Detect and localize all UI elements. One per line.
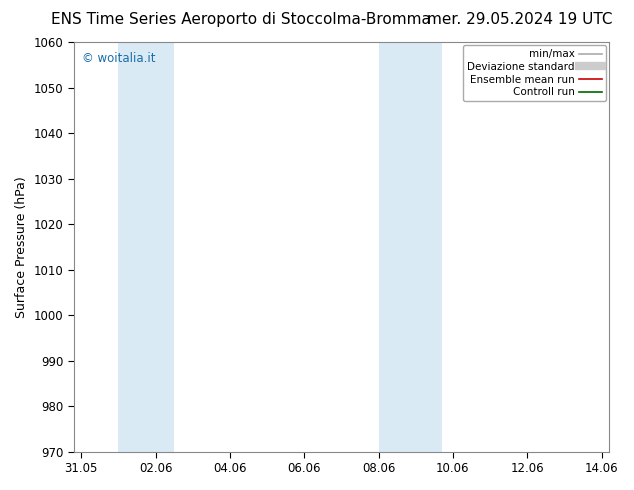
Text: © woitalia.it: © woitalia.it <box>82 52 155 65</box>
Text: mer. 29.05.2024 19 UTC: mer. 29.05.2024 19 UTC <box>427 12 612 27</box>
Bar <box>119 42 174 452</box>
Bar <box>378 42 442 452</box>
Legend: min/max, Deviazione standard, Ensemble mean run, Controll run: min/max, Deviazione standard, Ensemble m… <box>463 45 606 101</box>
Text: ENS Time Series Aeroporto di Stoccolma-Bromma: ENS Time Series Aeroporto di Stoccolma-B… <box>51 12 431 27</box>
Y-axis label: Surface Pressure (hPa): Surface Pressure (hPa) <box>15 176 28 318</box>
